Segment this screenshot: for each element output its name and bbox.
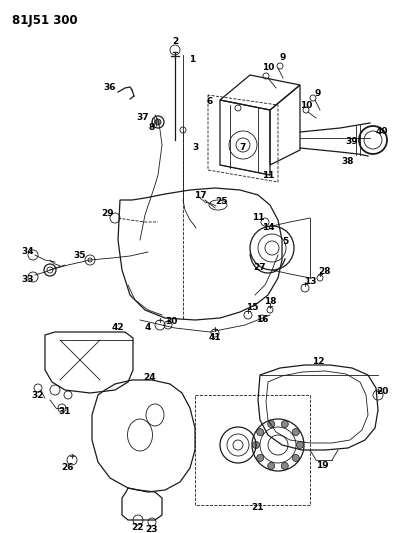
Text: 2: 2: [172, 37, 178, 46]
Text: 10: 10: [300, 101, 312, 110]
Text: 28: 28: [319, 268, 331, 277]
Circle shape: [268, 421, 275, 427]
Text: 27: 27: [254, 263, 266, 272]
Text: 29: 29: [102, 209, 114, 219]
Text: 25: 25: [216, 198, 228, 206]
Text: 18: 18: [264, 297, 276, 306]
Text: 81J51 300: 81J51 300: [12, 14, 78, 27]
Text: 12: 12: [312, 358, 324, 367]
Text: 34: 34: [22, 247, 34, 256]
Circle shape: [281, 463, 288, 470]
Text: 32: 32: [32, 392, 44, 400]
Text: 22: 22: [132, 523, 144, 532]
Text: 6: 6: [207, 98, 213, 107]
Text: 21: 21: [252, 504, 264, 513]
Text: 41: 41: [209, 334, 221, 343]
Circle shape: [281, 421, 288, 427]
Circle shape: [292, 429, 299, 435]
Text: 9: 9: [280, 53, 286, 62]
Text: 36: 36: [104, 84, 116, 93]
Text: 40: 40: [376, 127, 388, 136]
Text: 31: 31: [59, 408, 71, 416]
Text: 23: 23: [146, 526, 158, 533]
Text: 39: 39: [346, 138, 358, 147]
Text: 35: 35: [74, 251, 86, 260]
Text: 19: 19: [316, 461, 328, 470]
Text: 14: 14: [262, 223, 274, 232]
Circle shape: [268, 463, 275, 470]
Text: 26: 26: [62, 464, 74, 472]
Text: 16: 16: [256, 316, 268, 325]
Text: 4: 4: [145, 324, 151, 333]
Text: 17: 17: [194, 190, 206, 199]
Text: 42: 42: [112, 324, 125, 333]
Text: 10: 10: [262, 63, 274, 72]
Text: 1: 1: [189, 55, 195, 64]
Bar: [195, 395, 310, 505]
Text: 37: 37: [137, 114, 149, 123]
Text: 33: 33: [22, 276, 34, 285]
Text: 7: 7: [240, 143, 246, 152]
Text: 20: 20: [376, 387, 388, 397]
Text: 15: 15: [246, 303, 258, 312]
Text: 24: 24: [144, 374, 156, 383]
Circle shape: [253, 441, 260, 448]
Text: 3: 3: [193, 143, 199, 152]
Circle shape: [155, 119, 161, 125]
Circle shape: [297, 441, 303, 448]
Text: 8: 8: [149, 124, 155, 133]
Text: 38: 38: [342, 157, 354, 166]
Circle shape: [257, 429, 264, 435]
Text: 11: 11: [262, 171, 274, 180]
Circle shape: [292, 455, 299, 462]
Text: 11: 11: [252, 214, 264, 222]
Text: 5: 5: [282, 238, 288, 246]
Circle shape: [257, 455, 264, 462]
Text: 13: 13: [304, 278, 316, 287]
Text: 9: 9: [315, 90, 321, 99]
Text: 30: 30: [166, 318, 178, 327]
